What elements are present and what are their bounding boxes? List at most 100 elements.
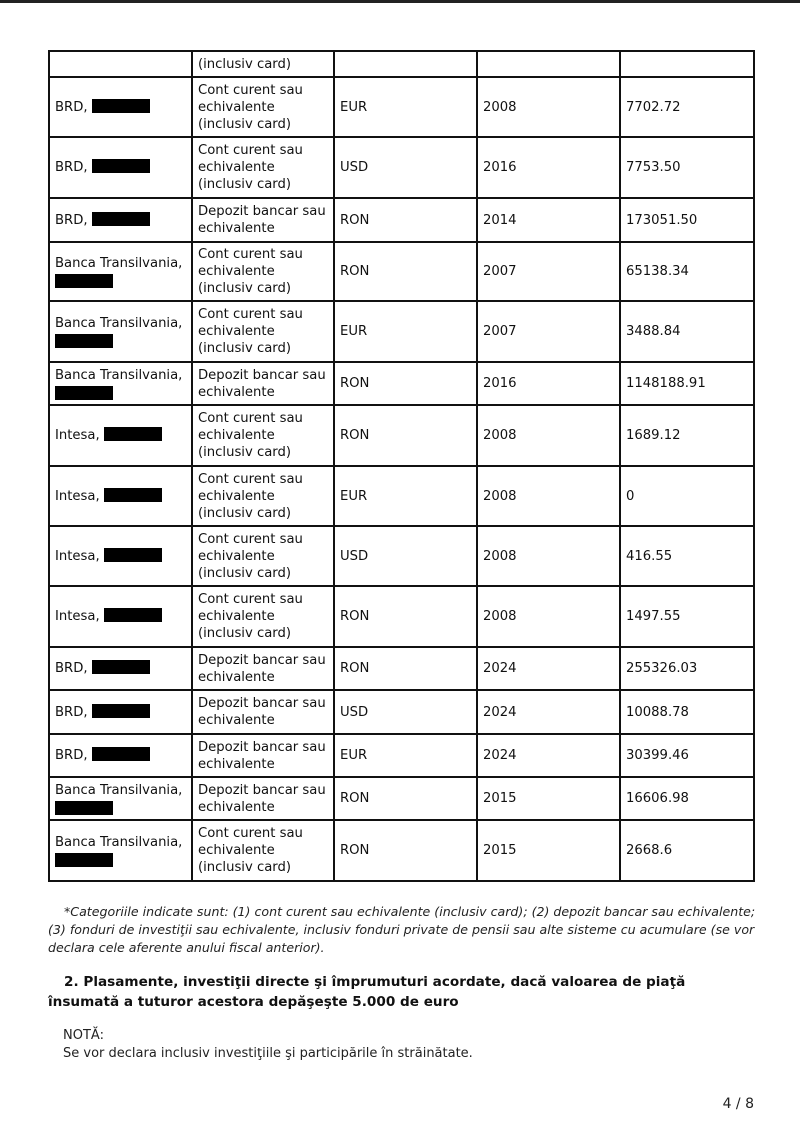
category-cell-text: Cont curent sau echivalente (inclusiv ca… <box>198 411 303 460</box>
redaction-box <box>103 427 162 441</box>
table-row: Banca Transilvania, Cont curent sau echiv… <box>48 241 755 302</box>
currency-cell: RON <box>333 241 478 302</box>
balance-cell-text: 1148188.91 <box>626 376 706 391</box>
table-row: Intesa, Cont curent sau echivalente (incl… <box>48 585 755 648</box>
redaction-box <box>55 801 113 815</box>
category-cell: Cont curent sau echivalente (inclusiv ca… <box>191 819 335 882</box>
redaction-box <box>55 334 113 348</box>
table-row: (inclusiv card) <box>48 50 755 78</box>
balance-cell-text: 30399.46 <box>626 748 689 763</box>
holder-cell: BRD, <box>48 689 193 735</box>
section-heading: 2. Plasamente, investiţii directe şi împ… <box>48 974 686 1010</box>
holder-cell-text: Intesa, <box>55 428 100 443</box>
year-cell-text: 2007 <box>483 324 517 339</box>
category-cell: Depozit bancar sau echivalente <box>191 197 335 243</box>
year-cell-text: 2008 <box>483 609 517 624</box>
balance-cell-text: 65138.34 <box>626 264 689 279</box>
year-cell-text: 2008 <box>483 488 517 504</box>
currency-cell: RON <box>333 819 478 882</box>
balance-cell-text: 7702.72 <box>626 99 681 115</box>
category-cell: Cont curent sau echivalente (inclusiv ca… <box>191 404 335 467</box>
currency-cell-text: RON <box>340 264 370 279</box>
currency-cell: USD <box>333 689 478 735</box>
year-cell: 2024 <box>476 733 621 778</box>
balance-cell-text: 416.55 <box>626 548 673 564</box>
currency-cell-text: RON <box>340 791 370 806</box>
balance-cell: 10088.78 <box>619 689 755 735</box>
holder-cell <box>48 50 193 78</box>
redaction-box <box>91 98 150 113</box>
currency-cell-text: EUR <box>340 99 368 115</box>
balance-cell-text: 10088.78 <box>626 704 689 720</box>
year-cell: 2024 <box>476 646 621 691</box>
currency-cell-text: RON <box>340 428 370 443</box>
year-cell: 2007 <box>476 241 621 302</box>
currency-cell-text: USD <box>340 160 369 175</box>
category-cell: Depozit bancar sau echivalente <box>191 646 335 691</box>
table-row: Banca Transilvania, Cont curent sau echiv… <box>48 300 755 363</box>
holder-cell-text: Intesa, <box>55 609 100 624</box>
holder-cell-text: BRD, <box>55 661 88 676</box>
balance-cell: 16606.98 <box>619 776 755 821</box>
bank-accounts-table: (inclusiv card) BRD, Cont curent sau echiv… <box>48 50 755 882</box>
currency-cell: EUR <box>333 300 478 363</box>
year-cell-text: 2007 <box>483 264 517 279</box>
year-cell <box>476 50 621 78</box>
holder-cell: BRD, <box>48 197 193 243</box>
balance-cell-text: 173051.50 <box>626 212 698 228</box>
balance-cell: 255326.03 <box>619 646 755 691</box>
holder-cell: Banca Transilvania, <box>48 819 193 882</box>
category-cell: Cont curent sau echivalente (inclusiv ca… <box>191 585 335 648</box>
category-cell: Cont curent sau echivalente (inclusiv ca… <box>191 76 335 138</box>
holder-cell: BRD, <box>48 646 193 691</box>
category-cell-text: Cont curent sau echivalente (inclusiv ca… <box>198 531 303 581</box>
currency-cell: RON <box>333 197 478 243</box>
redaction-box <box>103 608 162 622</box>
category-cell: Depozit bancar sau echivalente <box>191 776 335 821</box>
year-cell: 2008 <box>476 465 621 527</box>
currency-cell-text: EUR <box>340 748 368 763</box>
currency-cell: RON <box>333 585 478 648</box>
balance-cell-text: 2668.6 <box>626 843 673 858</box>
balance-cell <box>619 50 755 78</box>
year-cell-text: 2008 <box>483 99 517 115</box>
table-row: Banca Transilvania, Depozit bancar sau ec… <box>48 776 755 821</box>
category-cell-text: Cont curent sau echivalente (inclusiv ca… <box>198 592 303 641</box>
year-cell: 2016 <box>476 136 621 199</box>
year-cell: 2007 <box>476 300 621 363</box>
year-cell: 2008 <box>476 585 621 648</box>
table-row: BRD, Cont curent sau echivalente (inclusi… <box>48 76 755 138</box>
category-cell-text: Cont curent sau echivalente (inclusiv ca… <box>198 826 303 875</box>
table-row: BRD, Depozit bancar sau echivalente RON 202… <box>48 646 755 691</box>
table-row: Intesa, Cont curent sau echivalente (incl… <box>48 404 755 467</box>
balance-cell-text: 1497.55 <box>626 609 681 624</box>
holder-cell-text: BRD, <box>55 99 88 115</box>
balance-cell: 7753.50 <box>619 136 755 199</box>
balance-cell: 1148188.91 <box>619 361 755 406</box>
currency-cell <box>333 50 478 78</box>
holder-cell: Intesa, <box>48 404 193 467</box>
holder-cell: Intesa, <box>48 585 193 648</box>
year-cell: 2008 <box>476 404 621 467</box>
balance-cell: 1497.55 <box>619 585 755 648</box>
holder-cell: BRD, <box>48 733 193 778</box>
holder-cell-text: Banca Transilvania, <box>55 835 183 850</box>
holder-cell: Banca Transilvania, <box>48 241 193 302</box>
redaction-box <box>91 159 150 173</box>
category-cell-text: Cont curent sau echivalente (inclusiv ca… <box>198 471 303 521</box>
redaction-box <box>55 853 113 867</box>
holder-cell: Banca Transilvania, <box>48 361 193 406</box>
currency-cell: RON <box>333 776 478 821</box>
table-row: BRD, Depozit bancar sau echivalente EUR 202… <box>48 733 755 778</box>
category-cell-text: Cont curent sau echivalente (inclusiv ca… <box>198 82 303 132</box>
table-row: Banca Transilvania, Cont curent sau echiv… <box>48 819 755 882</box>
balance-cell-text: 16606.98 <box>626 791 689 806</box>
year-cell-text: 2016 <box>483 160 517 175</box>
year-cell-text: 2015 <box>483 791 517 806</box>
balance-cell-text: 0 <box>626 488 635 504</box>
currency-cell-text: RON <box>340 843 370 858</box>
currency-cell-text: RON <box>340 661 370 676</box>
currency-cell-text: RON <box>340 212 370 228</box>
holder-cell-text: BRD, <box>55 160 88 175</box>
table-row: BRD, Cont curent sau echivalente (inclusi… <box>48 136 755 199</box>
